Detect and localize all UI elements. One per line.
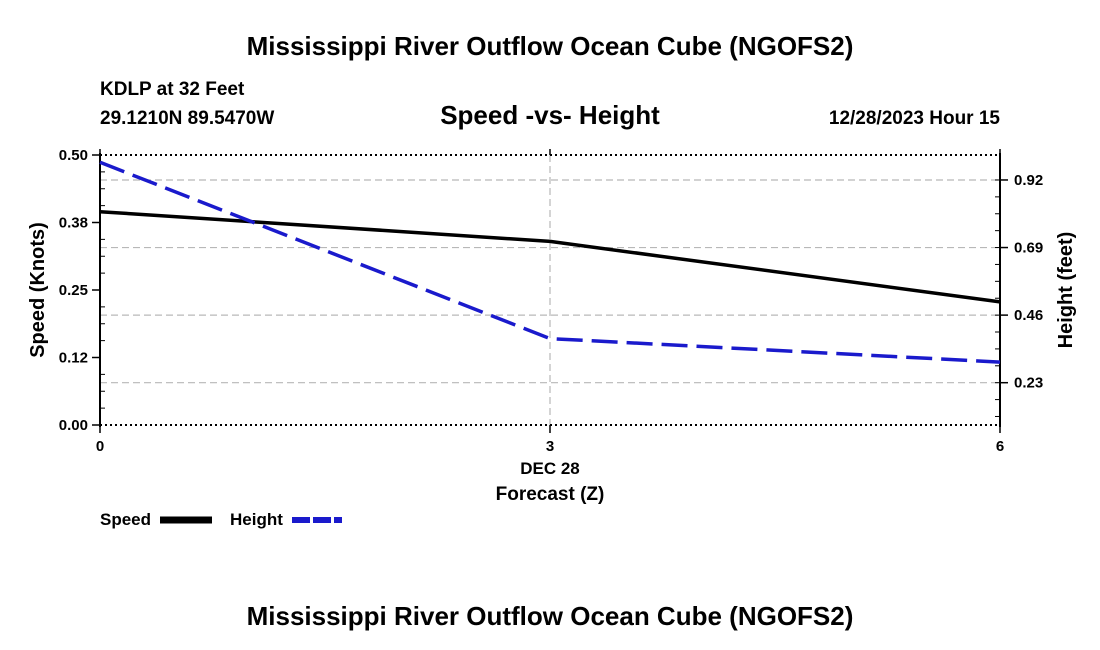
- legend: Speed Height: [100, 510, 342, 529]
- tick-labels: 0.00 0.12 0.25 0.38 0.50 0.23 0.46 0.69 0.92 0 3 6: [59, 147, 1043, 455]
- y-left-tick-label: 0.50: [59, 147, 88, 164]
- x-date-label: DEC 28: [520, 459, 580, 478]
- date-hour-label: 12/28/2023 Hour 15: [829, 108, 1001, 129]
- legend-speed-label: Speed: [100, 510, 151, 529]
- footer-title: Mississippi River Outflow Ocean Cube (NG…: [247, 601, 854, 631]
- axis-ticks: [92, 149, 1008, 433]
- y-left-tick-label: 0.12: [59, 350, 88, 367]
- legend-height-label: Height: [230, 510, 283, 529]
- x-axis-title: Forecast (Z): [496, 484, 605, 505]
- y-left-tick-label: 0.25: [59, 282, 88, 299]
- y-left-tick-label: 0.38: [59, 215, 88, 232]
- chart-title: Speed -vs- Height: [440, 100, 660, 130]
- y-right-tick-label: 0.92: [1014, 172, 1043, 189]
- series-lines: [99, 160, 1001, 364]
- series-height-line: [99, 160, 1001, 364]
- y-axis-left-title: Speed (Knots): [27, 222, 49, 358]
- station-label: KDLP at 32 Feet: [100, 79, 245, 100]
- x-tick-label: 0: [96, 438, 104, 455]
- grid-lines: [100, 155, 1000, 425]
- x-tick-label: 3: [546, 438, 554, 455]
- main-title: Mississippi River Outflow Ocean Cube (NG…: [247, 31, 854, 61]
- plot-area: 0.00 0.12 0.25 0.38 0.50 0.23 0.46 0.69 0.92 0 3 6: [59, 147, 1043, 455]
- y-left-tick-label: 0.00: [59, 417, 88, 434]
- y-right-tick-label: 0.23: [1014, 375, 1043, 392]
- y-right-tick-label: 0.69: [1014, 240, 1043, 257]
- x-tick-label: 6: [996, 438, 1004, 455]
- y-right-tick-label: 0.46: [1014, 307, 1043, 324]
- coordinates-label: 29.1210N 89.5470W: [100, 108, 274, 129]
- y-axis-right-title: Height (feet): [1055, 232, 1077, 349]
